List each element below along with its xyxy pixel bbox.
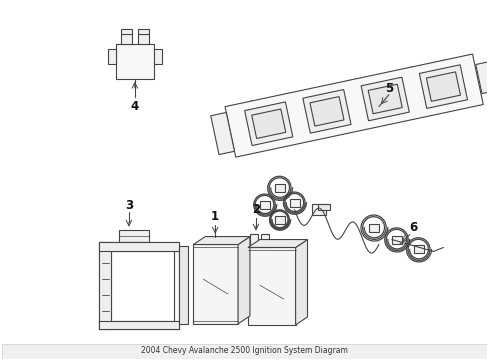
Circle shape (442, 60, 450, 68)
Polygon shape (108, 49, 116, 64)
Polygon shape (360, 77, 408, 121)
Text: 2: 2 (251, 203, 260, 216)
Bar (318, 204, 330, 210)
Text: 5: 5 (384, 82, 392, 95)
Text: 4: 4 (130, 100, 139, 113)
Polygon shape (475, 60, 488, 94)
Polygon shape (178, 247, 188, 324)
Polygon shape (426, 72, 460, 102)
Bar (2, 344, 486, 359)
Polygon shape (153, 49, 162, 64)
Circle shape (282, 94, 290, 102)
Text: 1: 1 (211, 210, 219, 223)
Polygon shape (99, 321, 178, 329)
Text: 2004 Chevy Avalanche 2500 Ignition System Diagram: 2004 Chevy Avalanche 2500 Ignition Syste… (140, 346, 347, 355)
Polygon shape (224, 54, 482, 157)
Circle shape (483, 71, 488, 83)
Text: 3: 3 (124, 199, 133, 212)
Polygon shape (302, 90, 350, 133)
Bar (260, 234, 268, 247)
Polygon shape (309, 96, 343, 126)
Bar (274, 216, 284, 224)
Bar (274, 184, 284, 192)
Bar (193, 244, 238, 324)
Polygon shape (295, 239, 307, 325)
Bar (391, 235, 401, 243)
Bar (119, 230, 148, 242)
Text: 6: 6 (409, 221, 417, 234)
Bar (247, 247, 295, 325)
Polygon shape (210, 112, 234, 154)
Bar (259, 201, 269, 209)
Circle shape (345, 80, 353, 88)
Polygon shape (244, 102, 292, 145)
Polygon shape (419, 65, 467, 108)
Polygon shape (116, 44, 153, 79)
Polygon shape (111, 251, 173, 321)
Polygon shape (99, 242, 111, 329)
Polygon shape (99, 242, 178, 329)
Bar (119, 47, 150, 75)
Circle shape (408, 67, 416, 75)
Polygon shape (193, 237, 249, 244)
Polygon shape (99, 242, 178, 251)
Polygon shape (367, 84, 402, 114)
Polygon shape (121, 29, 132, 44)
Bar (312, 204, 325, 215)
Polygon shape (247, 239, 307, 247)
Bar (249, 234, 257, 247)
Circle shape (248, 101, 256, 109)
Polygon shape (238, 237, 249, 324)
Bar (289, 199, 299, 207)
Bar (413, 246, 423, 253)
Polygon shape (251, 109, 285, 139)
Bar (368, 224, 378, 231)
Polygon shape (138, 29, 148, 44)
